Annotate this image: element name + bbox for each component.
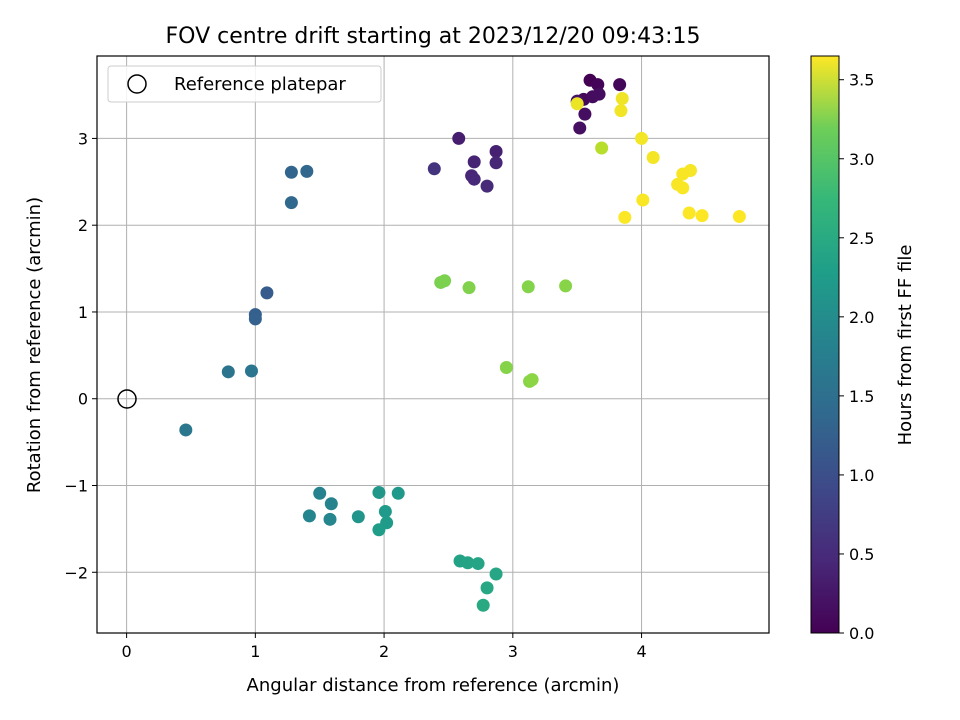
- data-point: [636, 193, 650, 207]
- data-point: [302, 509, 316, 523]
- data-point: [391, 486, 405, 500]
- y-axis-label: Rotation from reference (arcmin): [24, 197, 45, 493]
- data-point: [499, 360, 513, 374]
- colorbar-label: Hours from first FF file: [895, 245, 916, 446]
- colorbar-tick-label: 2.0: [849, 308, 874, 327]
- data-point: [614, 104, 628, 118]
- colorbar-ticks: 0.0 0.5 1.0 1.5 2.0 2.5 3.0 3.5: [839, 71, 874, 643]
- colorbar-tick-label: 0.0: [849, 624, 874, 643]
- data-point: [378, 505, 392, 519]
- data-point: [525, 373, 539, 387]
- data-point: [323, 512, 337, 526]
- y-tick-label: −2: [64, 563, 88, 582]
- data-point: [573, 121, 587, 135]
- colorbar-tick-label: 1.5: [849, 387, 874, 406]
- data-point: [615, 92, 629, 106]
- data-point: [592, 87, 606, 101]
- data-point: [618, 210, 632, 224]
- data-point: [351, 510, 365, 524]
- y-axis-ticks: −2 −1 0 1 2 3: [64, 129, 97, 582]
- data-point: [260, 286, 274, 300]
- y-tick-label: −1: [64, 476, 88, 495]
- data-point: [471, 557, 485, 571]
- data-point: [476, 598, 490, 612]
- legend: Reference platepar: [107, 65, 382, 103]
- data-point: [489, 156, 503, 170]
- data-point: [244, 364, 258, 378]
- data-point: [324, 497, 338, 511]
- colorbar-tick-label: 0.5: [849, 545, 874, 564]
- x-tick-label: 1: [250, 642, 260, 661]
- data-point: [427, 162, 441, 176]
- data-point: [635, 131, 649, 145]
- data-point: [646, 151, 660, 165]
- data-point: [559, 279, 573, 293]
- data-point: [732, 210, 746, 224]
- data-point: [300, 164, 314, 178]
- data-point: [489, 567, 503, 581]
- x-tick-label: 2: [379, 642, 389, 661]
- data-point: [591, 78, 605, 92]
- data-point: [372, 523, 386, 537]
- data-point: [179, 423, 193, 437]
- colorbar-tick-label: 3.5: [849, 71, 874, 90]
- data-point: [578, 107, 592, 121]
- legend-entry-label: Reference platepar: [174, 74, 346, 95]
- data-point: [489, 144, 503, 158]
- data-point: [676, 181, 690, 195]
- data-point: [438, 274, 452, 288]
- grid-lines: [97, 56, 769, 633]
- data-point: [248, 312, 262, 326]
- data-point: [452, 131, 466, 145]
- reference-platepar-marker: [117, 389, 137, 409]
- data-point: [682, 206, 696, 220]
- data-point: [695, 209, 709, 223]
- x-tick-label: 4: [636, 642, 646, 661]
- data-point: [613, 78, 627, 92]
- data-point: [284, 196, 298, 210]
- data-point: [570, 97, 584, 111]
- data-point: [480, 581, 494, 595]
- x-tick-label: 0: [122, 642, 132, 661]
- data-point: [595, 141, 609, 155]
- data-point: [467, 155, 481, 169]
- colorbar-tick-label: 1.0: [849, 466, 874, 485]
- legend-marker-icon: [127, 74, 147, 94]
- legend-box: [107, 65, 382, 103]
- x-tick-label: 3: [508, 642, 518, 661]
- y-tick-label: 3: [78, 129, 88, 148]
- y-tick-label: 2: [78, 216, 88, 235]
- data-point: [372, 485, 386, 499]
- data-point: [221, 365, 235, 379]
- y-tick-label: 0: [78, 390, 88, 409]
- y-tick-label: 1: [78, 303, 88, 322]
- data-point: [676, 167, 690, 181]
- chart-title: FOV centre drift starting at 2023/12/20 …: [166, 24, 701, 49]
- data-point: [462, 281, 476, 295]
- colorbar: [810, 55, 840, 634]
- colorbar-tick-label: 3.0: [849, 150, 874, 169]
- colorbar-tick-label: 2.5: [849, 229, 874, 248]
- plot-frame: [96, 55, 770, 634]
- x-axis-label: Angular distance from reference (arcmin): [247, 675, 620, 696]
- data-point: [461, 556, 475, 570]
- data-point: [480, 179, 494, 193]
- data-point: [467, 172, 481, 186]
- data-point: [284, 165, 298, 179]
- data-point: [521, 280, 535, 294]
- data-points: [179, 73, 746, 612]
- data-point: [313, 486, 327, 500]
- x-axis-ticks: 0 1 2 3 4: [122, 633, 647, 661]
